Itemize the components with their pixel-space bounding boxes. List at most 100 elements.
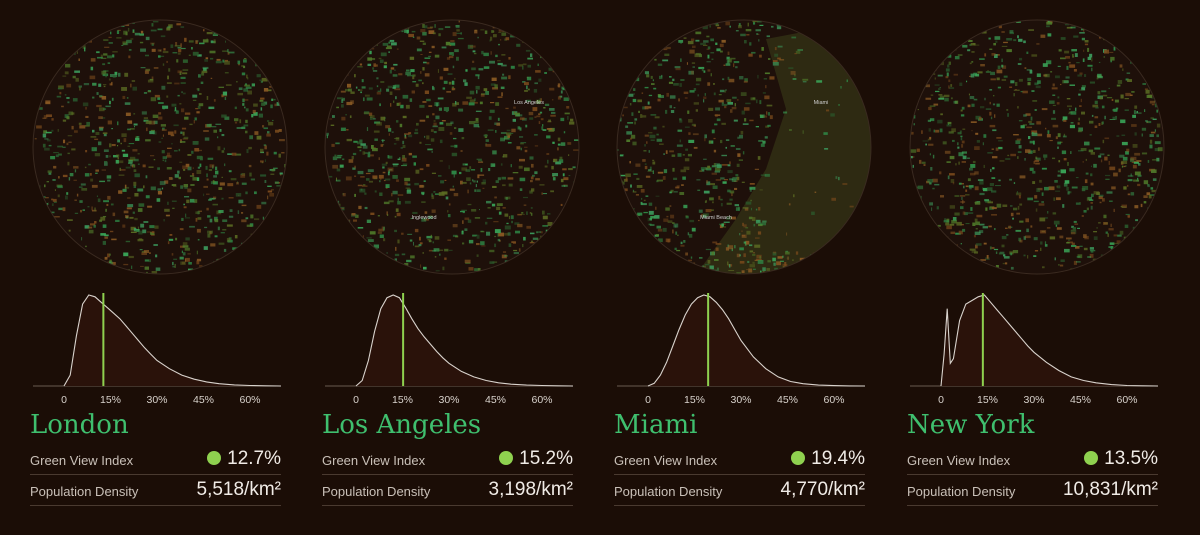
- map-pixel: [334, 268, 337, 273]
- map-pixel: [41, 265, 44, 267]
- map-pixel: [776, 261, 781, 266]
- map-pixel: [1055, 75, 1060, 79]
- map-pixel: [213, 22, 218, 25]
- map-pixel: [162, 50, 169, 54]
- map-pixel: [711, 172, 717, 175]
- map-pixel: [1130, 94, 1133, 96]
- map-pixel: [985, 108, 992, 110]
- map-pixel: [1029, 167, 1034, 171]
- map-pixel: [496, 122, 501, 126]
- map-pixel: [989, 183, 994, 187]
- map-pixel: [278, 97, 282, 101]
- map-pixel: [643, 199, 646, 202]
- map-pixel: [1090, 205, 1093, 210]
- map-pixel: [539, 264, 544, 266]
- map-pixel: [101, 57, 107, 59]
- map-pixel: [426, 98, 431, 102]
- map-pixel: [434, 193, 441, 195]
- map-pixel: [1098, 123, 1101, 126]
- map-pixel: [838, 176, 840, 181]
- map-pixel: [325, 102, 330, 107]
- map-pixel: [472, 60, 475, 63]
- map-pixel: [723, 221, 730, 223]
- map-pixel: [269, 193, 274, 197]
- map-pixel: [542, 215, 548, 220]
- map-pixel: [107, 62, 111, 64]
- map-pixel: [1131, 91, 1135, 93]
- map-pixel: [1151, 64, 1155, 66]
- map-pixel: [1055, 136, 1058, 140]
- map-pixel: [1113, 208, 1115, 212]
- map-pixel: [622, 258, 626, 261]
- map-pixel: [1040, 230, 1047, 234]
- map-pixel: [1016, 191, 1018, 194]
- map-pixel: [1066, 242, 1070, 244]
- map-pixel: [1057, 141, 1062, 145]
- map-pixel: [330, 91, 337, 96]
- map-pixel: [257, 50, 260, 53]
- map-pixel: [454, 127, 457, 129]
- map-pixel: [1064, 180, 1070, 184]
- map-pixel: [622, 114, 624, 117]
- map-pixel: [192, 173, 195, 176]
- map-pixel: [563, 75, 566, 78]
- map-pixel: [643, 150, 647, 152]
- map-pixel: [913, 102, 916, 104]
- map-pixel: [753, 252, 755, 254]
- map-pixel: [1142, 83, 1146, 85]
- map-pixel: [154, 94, 160, 98]
- map-pixel: [249, 24, 255, 28]
- map-pixel: [370, 154, 374, 157]
- map-pixel: [924, 84, 930, 88]
- map-pixel: [245, 119, 248, 124]
- map-pixel: [274, 79, 280, 83]
- map-pixel: [72, 254, 75, 257]
- map-pixel: [960, 114, 965, 117]
- map-pixel: [104, 162, 108, 166]
- map-pixel: [1042, 63, 1048, 67]
- map-pixel: [367, 239, 374, 242]
- map-pixel: [133, 169, 137, 172]
- map-pixel: [430, 138, 435, 142]
- map-pixel: [755, 237, 760, 239]
- map-pixel: [490, 83, 496, 86]
- map-pixel: [962, 155, 967, 160]
- map-pixel: [750, 199, 752, 202]
- map-pixel: [1117, 80, 1123, 84]
- map-pixel: [559, 156, 563, 160]
- map-pixel: [325, 29, 326, 33]
- map-pixel: [647, 170, 654, 172]
- map-pixel: [1155, 207, 1159, 211]
- map-pixel: [919, 93, 921, 96]
- map-pixel: [122, 224, 126, 228]
- map-pixel: [520, 268, 523, 271]
- map-pixel: [1109, 51, 1114, 53]
- map-pixel: [245, 251, 249, 253]
- map-pixel: [1137, 174, 1142, 177]
- map-pixel: [244, 106, 246, 109]
- map-pixel: [462, 101, 469, 105]
- map-pixel: [397, 239, 400, 244]
- map-pixel: [154, 225, 159, 229]
- map-pixel: [183, 136, 189, 139]
- map-pixel: [41, 249, 43, 251]
- map-pixel: [209, 164, 215, 168]
- map-pixel: [1057, 133, 1061, 138]
- map-pixel: [976, 214, 983, 218]
- x-tick-label: 15%: [977, 394, 998, 406]
- map-pixel: [630, 137, 632, 140]
- map-pixel: [982, 226, 988, 229]
- map-pixel: [1002, 270, 1008, 274]
- map-pixel: [183, 168, 186, 171]
- map-pixel: [919, 159, 922, 164]
- map-pixel: [1076, 261, 1081, 263]
- map-pixel: [731, 106, 737, 110]
- map-pixel: [227, 20, 229, 22]
- map-pixel: [1115, 115, 1117, 120]
- map-pixel: [479, 101, 483, 105]
- map-pixel: [367, 153, 371, 158]
- map-pixel: [565, 261, 569, 266]
- map-pixel: [1127, 184, 1129, 187]
- map-pixel: [353, 56, 357, 59]
- map-pixel: [734, 103, 736, 107]
